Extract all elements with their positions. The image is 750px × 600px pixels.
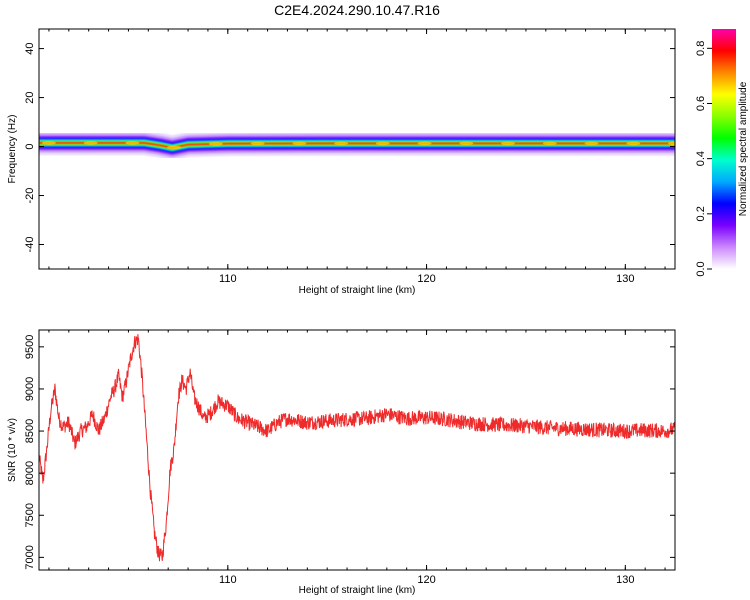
colorbar-tick-label: 0.6 <box>695 96 707 111</box>
x-tick-label: 110 <box>219 273 237 285</box>
y-tick-label: 20 <box>24 91 36 103</box>
spectrogram-band-blotch <box>417 141 432 146</box>
spectrogram-band-blotch <box>334 141 349 146</box>
spectrogram-x-axis: 110 120 130 <box>48 29 666 285</box>
snr-panel: 7000 7500 8000 8500 9000 9500 110 120 130 Heigh… <box>7 329 676 596</box>
colorbar: 0.0 0.2 0.4 0.6 0.8 Normalized spectral ampl… <box>695 29 749 277</box>
colorbar-tick-label: 0.4 <box>695 151 707 166</box>
spectrogram-band-blotch <box>125 141 140 145</box>
spectrogram-band-blotch <box>626 141 641 146</box>
spectrogram-band-blotch <box>668 141 675 146</box>
spectrogram-frame <box>38 28 676 270</box>
x-tick-label: 130 <box>616 574 634 586</box>
snr-series-line <box>39 334 675 562</box>
snr-y-axis: 7000 7500 8000 8500 9000 9500 <box>24 335 675 570</box>
y-tick-label: 7500 <box>24 503 36 527</box>
x-tick-label: 130 <box>616 273 634 285</box>
y-tick-label: 9000 <box>24 377 36 401</box>
snr-plot-area <box>39 330 675 570</box>
y-tick-label: -40 <box>24 237 36 253</box>
colorbar-gradient <box>712 29 736 269</box>
spectrogram-band-blotch <box>501 141 515 146</box>
y-tick-label: -20 <box>24 188 36 204</box>
snr-x-axis: 110 120 130 <box>48 330 666 586</box>
y-tick-label: 9500 <box>24 335 36 359</box>
colorbar-ticks: 0.0 0.2 0.4 0.6 0.8 <box>695 41 712 277</box>
colorbar-tick-label: 0.8 <box>695 41 707 56</box>
spectrogram-band-blotch <box>250 141 265 146</box>
figure-title: C2E4.2024.290.10.47.R16 <box>274 2 440 18</box>
x-tick-label: 120 <box>417 574 435 586</box>
colorbar-tick-label: 0.0 <box>695 261 707 276</box>
y-tick-label: 0 <box>24 143 36 149</box>
snr-x-label: Height of straight line (km) <box>299 585 416 596</box>
spectrogram-band-blotch <box>292 141 307 146</box>
spectrogram-y-axis: -40 -20 0 20 40 <box>24 42 675 252</box>
snr-frame <box>38 329 676 571</box>
spectrogram-band <box>39 130 675 161</box>
x-tick-label: 120 <box>417 273 435 285</box>
spectrogram-panel: -40 -20 0 20 40 110 120 130 Height of straight… <box>7 28 676 296</box>
spectrogram-band-blotch <box>167 145 182 150</box>
colorbar-tick-label: 0.2 <box>695 206 707 221</box>
spectrogram-band-blotch <box>41 141 56 145</box>
x-tick-label: 110 <box>219 574 237 586</box>
y-tick-label: 8500 <box>24 419 36 443</box>
spectrogram-band-blotch <box>375 141 390 146</box>
y-tick-label: 40 <box>24 42 36 54</box>
spectrogram-band-blotch <box>584 141 599 146</box>
spectrogram-x-label: Height of straight line (km) <box>299 285 416 296</box>
spectrogram-band-blotch <box>208 142 223 146</box>
spectrogram-y-label: Frequency (Hz) <box>7 115 18 184</box>
spectrogram-band-blotch <box>459 141 474 146</box>
colorbar-label: Normalized spectral amplitude <box>738 81 749 216</box>
y-tick-label: 8000 <box>24 461 36 485</box>
spectrogram-band-blotch <box>542 141 557 146</box>
snr-y-label: SNR (10 * v/v) <box>7 418 18 482</box>
spectrogram-band-blotch <box>83 141 98 145</box>
y-tick-label: 7000 <box>24 545 36 569</box>
